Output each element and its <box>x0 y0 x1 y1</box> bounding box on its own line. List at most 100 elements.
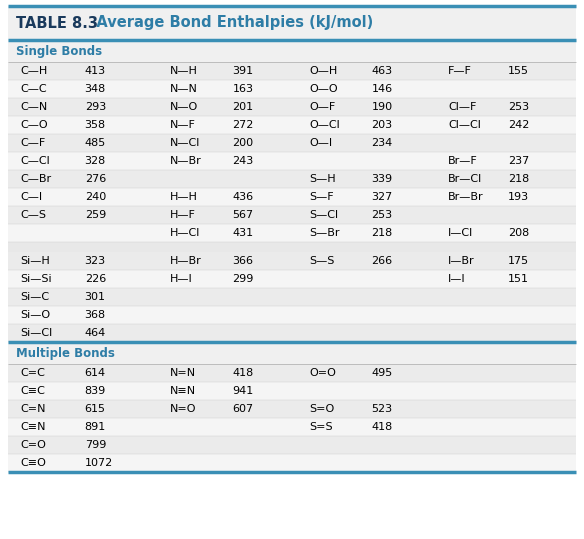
Text: O—F: O—F <box>309 102 335 112</box>
Text: Si—C: Si—C <box>20 292 50 302</box>
Text: 234: 234 <box>371 138 393 148</box>
Text: S—F: S—F <box>309 192 333 202</box>
Text: 463: 463 <box>371 66 392 76</box>
Text: 495: 495 <box>371 368 393 378</box>
Text: 175: 175 <box>508 256 529 266</box>
Text: O=O: O=O <box>309 368 336 378</box>
Text: 799: 799 <box>85 440 106 450</box>
Text: I—Br: I—Br <box>448 256 475 266</box>
Bar <box>8 400 576 418</box>
Text: 418: 418 <box>371 422 393 432</box>
Bar <box>8 418 576 436</box>
Text: F—F: F—F <box>448 66 472 76</box>
Text: C—H: C—H <box>20 66 48 76</box>
Text: N=O: N=O <box>170 404 196 414</box>
Text: 293: 293 <box>85 102 106 112</box>
Text: 218: 218 <box>371 228 393 238</box>
Text: 418: 418 <box>232 368 253 378</box>
Bar <box>8 188 576 206</box>
Text: N—F: N—F <box>170 120 196 130</box>
Text: N≡N: N≡N <box>170 386 196 396</box>
Text: C—Br: C—Br <box>20 174 51 184</box>
Bar <box>8 98 576 116</box>
Text: 436: 436 <box>232 192 253 202</box>
Text: 266: 266 <box>371 256 392 266</box>
Text: I—I: I—I <box>448 274 466 284</box>
Text: 348: 348 <box>85 84 106 94</box>
Bar <box>8 270 576 288</box>
Text: 615: 615 <box>85 404 106 414</box>
Text: I—Cl: I—Cl <box>448 228 474 238</box>
Text: 240: 240 <box>85 192 106 202</box>
Text: C=C: C=C <box>20 368 46 378</box>
Text: 464: 464 <box>85 328 106 338</box>
Text: H—F: H—F <box>170 210 196 220</box>
Bar <box>8 6 576 40</box>
Text: 203: 203 <box>371 120 392 130</box>
Text: C—Cl: C—Cl <box>20 156 50 166</box>
Bar <box>8 342 576 364</box>
Text: Average Bond Enthalpies (kJ/mol): Average Bond Enthalpies (kJ/mol) <box>81 16 373 31</box>
Text: C—S: C—S <box>20 210 47 220</box>
Text: S—Br: S—Br <box>309 228 339 238</box>
Bar <box>8 382 576 400</box>
Text: H—I: H—I <box>170 274 193 284</box>
Bar <box>8 364 576 382</box>
Text: N=N: N=N <box>170 368 196 378</box>
Text: 155: 155 <box>508 66 529 76</box>
Text: N—Cl: N—Cl <box>170 138 200 148</box>
Text: 301: 301 <box>85 292 106 302</box>
Text: 226: 226 <box>85 274 106 284</box>
Text: 941: 941 <box>232 386 253 396</box>
Text: S—S: S—S <box>309 256 335 266</box>
Text: C=O: C=O <box>20 440 46 450</box>
Text: Cl—F: Cl—F <box>448 102 477 112</box>
Text: Single Bonds: Single Bonds <box>16 45 102 58</box>
Text: N—H: N—H <box>170 66 198 76</box>
Text: 607: 607 <box>232 404 253 414</box>
Text: C≡N: C≡N <box>20 422 46 432</box>
Text: 358: 358 <box>85 120 106 130</box>
Text: O—H: O—H <box>309 66 338 76</box>
Text: 201: 201 <box>232 102 253 112</box>
Text: N—N: N—N <box>170 84 198 94</box>
Text: Br—Cl: Br—Cl <box>448 174 482 184</box>
Text: 391: 391 <box>232 66 253 76</box>
Text: 253: 253 <box>371 210 392 220</box>
Bar <box>8 288 576 306</box>
Text: C—I: C—I <box>20 192 43 202</box>
Text: Br—F: Br—F <box>448 156 478 166</box>
Bar <box>8 170 576 188</box>
Text: N—Br: N—Br <box>170 156 201 166</box>
Bar <box>8 134 576 152</box>
Text: 200: 200 <box>232 138 253 148</box>
Text: C—C: C—C <box>20 84 47 94</box>
Text: Br—Br: Br—Br <box>448 192 484 202</box>
Text: O—O: O—O <box>309 84 338 94</box>
Text: 193: 193 <box>508 192 529 202</box>
Bar <box>8 62 576 80</box>
Text: Si—Si: Si—Si <box>20 274 52 284</box>
Text: H—Cl: H—Cl <box>170 228 200 238</box>
Bar <box>8 206 576 224</box>
Text: C≡C: C≡C <box>20 386 46 396</box>
Text: 272: 272 <box>232 120 253 130</box>
Text: 327: 327 <box>371 192 393 202</box>
Text: C—F: C—F <box>20 138 46 148</box>
Text: 323: 323 <box>85 256 106 266</box>
Text: C—O: C—O <box>20 120 48 130</box>
Text: 242: 242 <box>508 120 529 130</box>
Text: 368: 368 <box>85 310 106 320</box>
Text: 614: 614 <box>85 368 106 378</box>
Text: 253: 253 <box>508 102 529 112</box>
Text: 339: 339 <box>371 174 392 184</box>
Bar <box>8 116 576 134</box>
Text: S=O: S=O <box>309 404 334 414</box>
Text: Si—Cl: Si—Cl <box>20 328 53 338</box>
Text: 366: 366 <box>232 256 253 266</box>
Text: O—Cl: O—Cl <box>309 120 340 130</box>
Text: Si—O: Si—O <box>20 310 51 320</box>
Text: 328: 328 <box>85 156 106 166</box>
Text: 208: 208 <box>508 228 529 238</box>
Bar <box>8 252 576 270</box>
